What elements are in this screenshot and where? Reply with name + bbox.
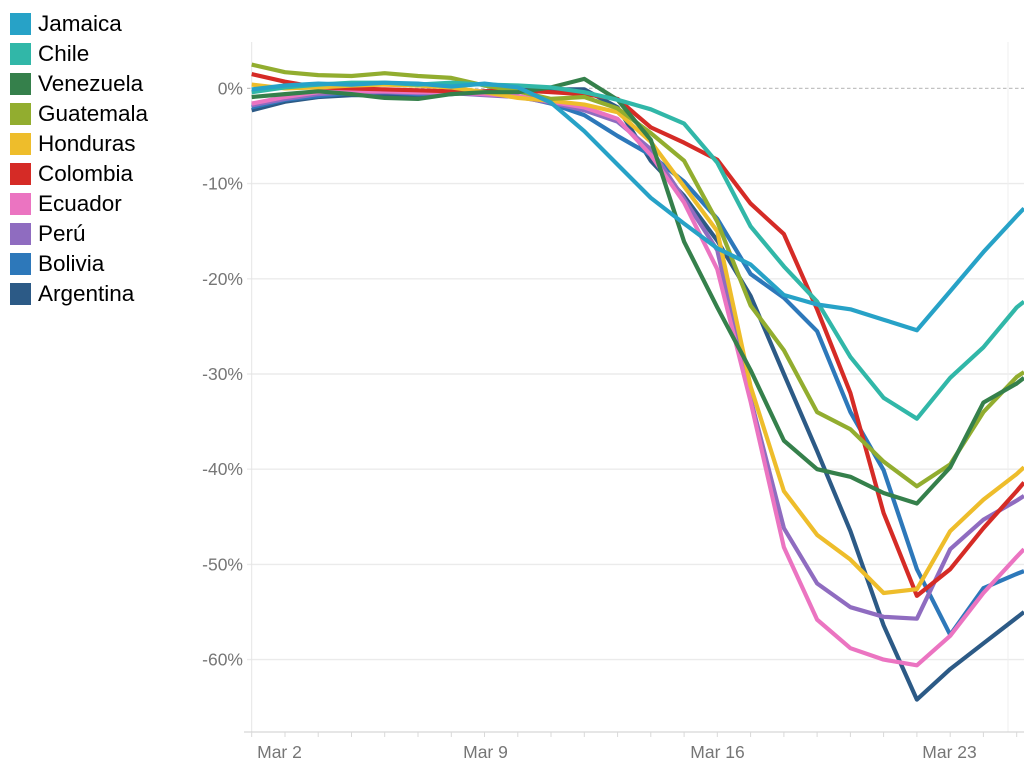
svg-text:Ecuador: Ecuador bbox=[38, 191, 122, 216]
svg-text:-20%: -20% bbox=[202, 269, 243, 289]
svg-text:Mar 16: Mar 16 bbox=[690, 742, 744, 762]
svg-text:Chile: Chile bbox=[38, 41, 89, 66]
svg-text:Argentina: Argentina bbox=[38, 281, 135, 306]
svg-text:-60%: -60% bbox=[202, 650, 243, 670]
svg-text:Mar 9: Mar 9 bbox=[463, 742, 508, 762]
svg-text:-30%: -30% bbox=[202, 364, 243, 384]
svg-text:-50%: -50% bbox=[202, 554, 243, 574]
svg-text:Jamaica: Jamaica bbox=[38, 11, 122, 36]
svg-text:Mar 2: Mar 2 bbox=[257, 742, 302, 762]
svg-text:Bolivia: Bolivia bbox=[38, 251, 105, 276]
svg-text:0%: 0% bbox=[218, 78, 243, 98]
svg-text:Mar 23: Mar 23 bbox=[922, 742, 976, 762]
svg-text:-10%: -10% bbox=[202, 174, 243, 194]
svg-text:Perú: Perú bbox=[38, 221, 86, 246]
svg-text:-40%: -40% bbox=[202, 459, 243, 479]
svg-text:Venezuela: Venezuela bbox=[38, 71, 144, 96]
svg-text:Guatemala: Guatemala bbox=[38, 101, 149, 126]
svg-text:Honduras: Honduras bbox=[38, 131, 136, 156]
svg-text:Colombia: Colombia bbox=[38, 161, 134, 186]
